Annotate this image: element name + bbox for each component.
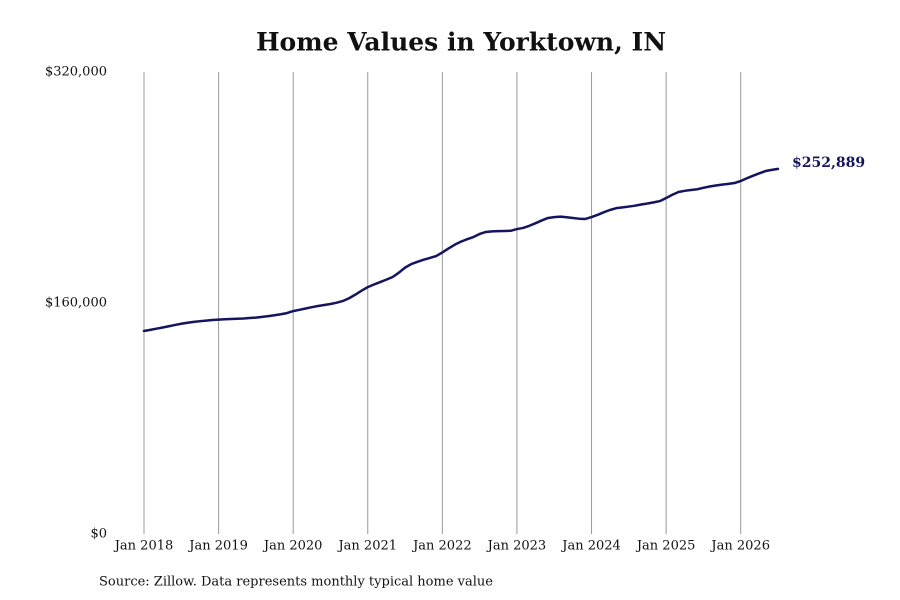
x-tick-label: Jan 2025: [635, 539, 696, 554]
chart-title: Home Values in Yorktown, IN: [256, 28, 666, 57]
source-note: Source: Zillow. Data represents monthly …: [99, 575, 493, 590]
x-tick-label: Jan 2024: [560, 539, 621, 554]
x-tick-label: Jan 2019: [187, 539, 248, 554]
x-tick-label: Jan 2018: [113, 539, 174, 554]
y-tick-label: $320,000: [45, 65, 107, 80]
line: [142, 167, 780, 333]
y-tick-label: $160,000: [45, 296, 107, 311]
x-tick-label: Jan 2020: [262, 539, 323, 554]
x-tick-label: Jan 2022: [411, 539, 472, 554]
x-tick-label: Jan 2021: [336, 539, 397, 554]
y-tick-label: $0: [90, 527, 107, 542]
x-tick-label: Jan 2026: [709, 539, 770, 554]
x-tick-label: Jan 2023: [486, 539, 547, 554]
data-label: $252,889: [792, 155, 865, 171]
